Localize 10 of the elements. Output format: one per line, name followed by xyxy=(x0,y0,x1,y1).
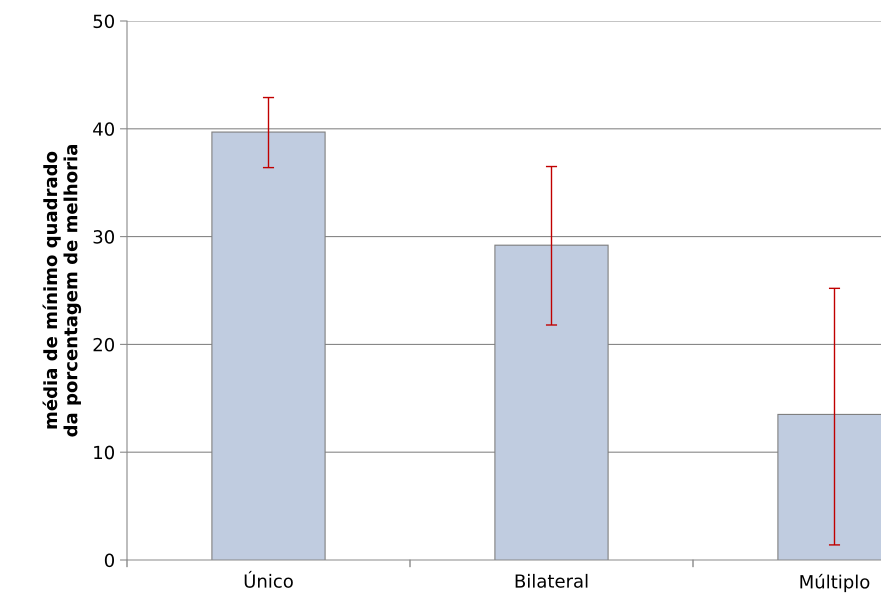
y-tick-label: 0 xyxy=(104,553,114,568)
x-tick-label: Único xyxy=(244,570,293,588)
y-tick-label: 20 xyxy=(94,338,114,352)
y-tick-label: 10 xyxy=(94,446,114,460)
y-axis-title: média de mínimo quadrado da porcentagem de melhoria xyxy=(42,145,82,437)
y-tick-label: 40 xyxy=(93,122,114,136)
y-tick-label: 30 xyxy=(94,230,114,244)
x-tick-label: Múltiplo xyxy=(800,574,870,592)
x-tick-label: Bilateral xyxy=(516,574,588,588)
y-tick-label: 50 xyxy=(94,14,114,28)
